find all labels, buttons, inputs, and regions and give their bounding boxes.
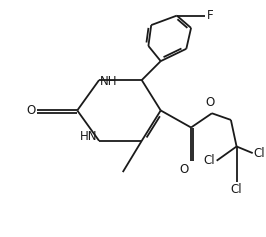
Text: NH: NH	[100, 75, 118, 88]
Text: HN: HN	[80, 130, 97, 143]
Text: O: O	[205, 96, 215, 109]
Text: O: O	[179, 163, 188, 176]
Text: F: F	[207, 9, 214, 22]
Text: Cl: Cl	[254, 147, 265, 160]
Text: Cl: Cl	[203, 154, 215, 167]
Text: O: O	[26, 104, 36, 117]
Text: Cl: Cl	[231, 183, 242, 196]
